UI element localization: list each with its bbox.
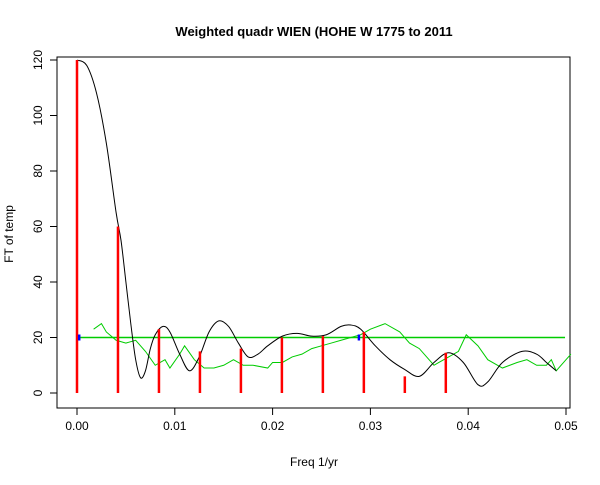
chart-title: Weighted quadr WIEN (HOHE W 1775 to 2011: [175, 24, 452, 39]
y-tick-label: 100: [31, 105, 45, 125]
plot-box: [56, 56, 571, 409]
x-tick-label: 0.02: [261, 419, 285, 433]
y-tick-label: 0: [31, 389, 45, 396]
x-tick-label: 0.03: [359, 419, 383, 433]
y-tick-label: 120: [31, 50, 45, 70]
blue-marker: [77, 334, 81, 341]
y-tick-label: 20: [31, 331, 45, 345]
black-curve: [76, 59, 557, 387]
x-tick-label: 0.04: [457, 419, 481, 433]
y-tick-label: 40: [31, 275, 45, 289]
x-axis-label: Freq 1/yr: [290, 455, 338, 469]
y-tick-label: 60: [31, 220, 45, 234]
green-curve: [93, 322, 572, 372]
y-tick-label: 80: [31, 164, 45, 178]
x-tick-label: 0.00: [65, 419, 89, 433]
x-tick-label: 0.01: [163, 419, 187, 433]
x-tick-label: 0.05: [554, 419, 578, 433]
blue-marker: [357, 334, 361, 341]
y-axis-label: FT of temp: [2, 205, 16, 263]
